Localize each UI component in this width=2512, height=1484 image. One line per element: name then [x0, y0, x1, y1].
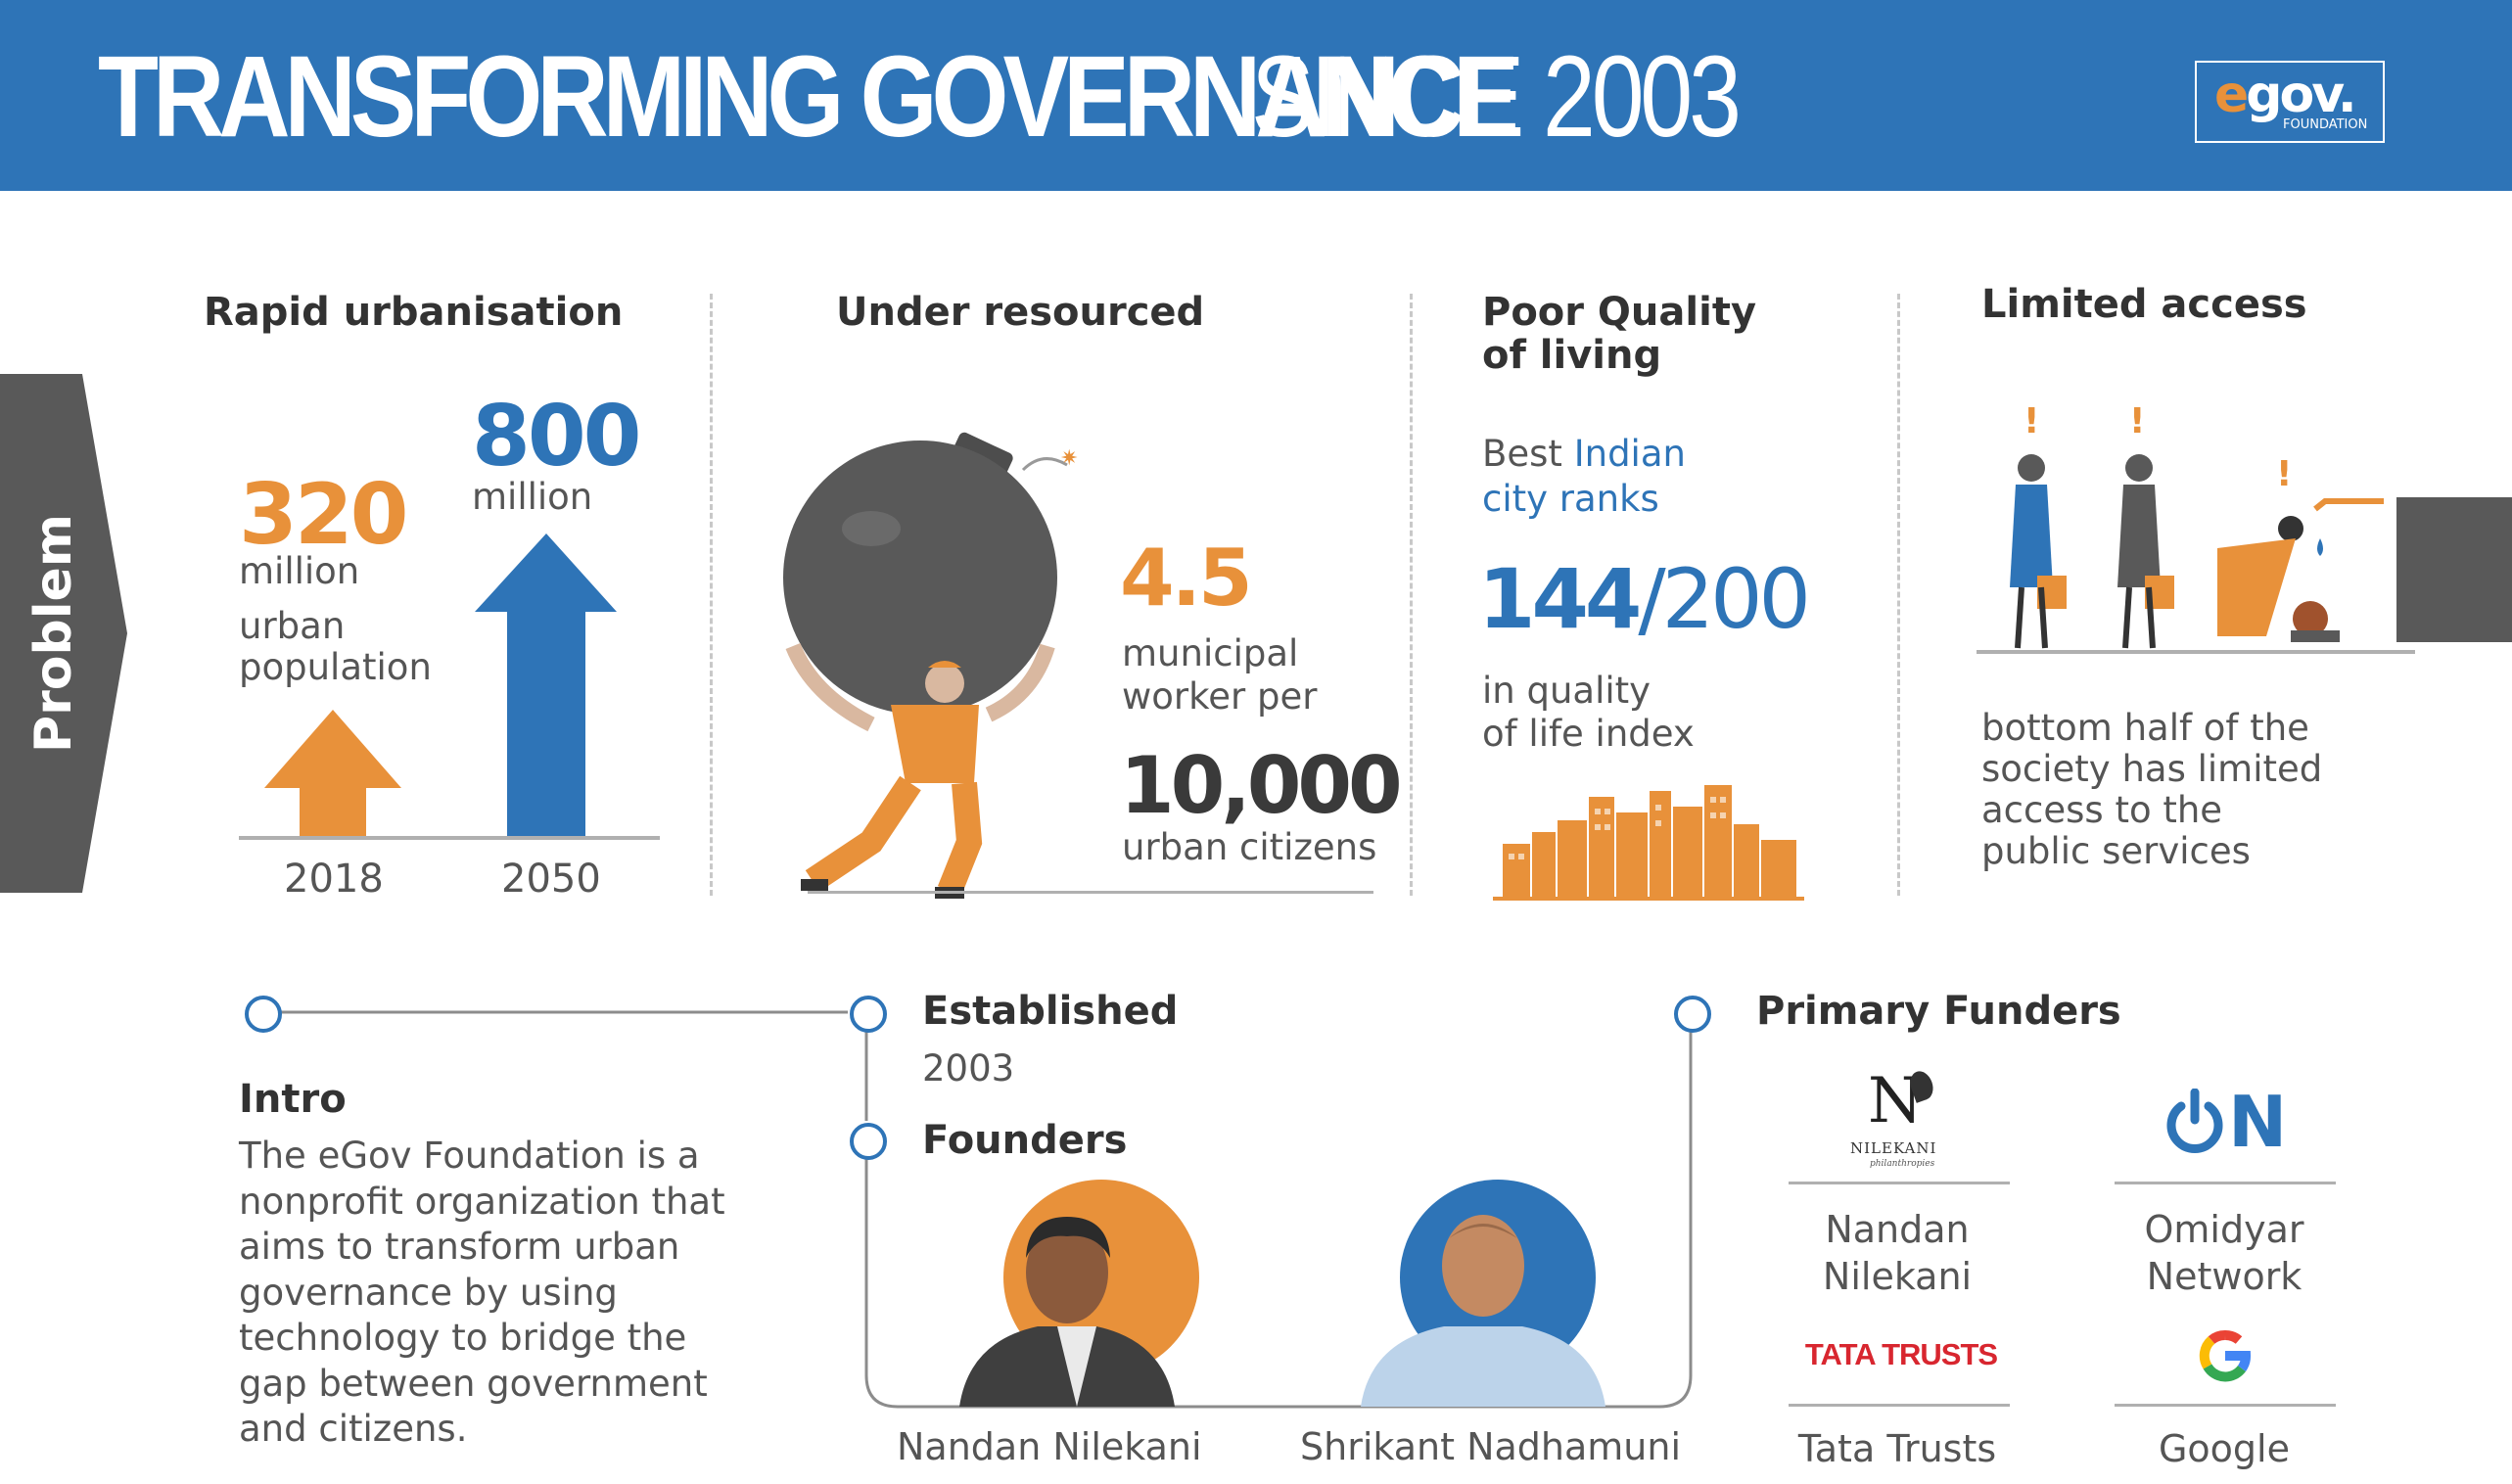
year-2018-label: 2018 [284, 857, 384, 902]
resourced-line3: urban citizens [1122, 826, 1377, 868]
page-title-light: SINCE 2003 [1251, 32, 1742, 162]
timeline-node-founders [850, 1123, 887, 1160]
google-g-icon [2199, 1330, 2251, 1382]
founder-photo-nadhamuni [1361, 1180, 1605, 1407]
funder-google-name: Google [2158, 1427, 2290, 1470]
worker-bomb-icon: ✷ [783, 432, 1078, 899]
power-icon [2166, 1089, 2223, 1153]
funder-nilekani-name: Nandan Nilekani [1822, 1208, 1973, 1298]
section-divider-1 [710, 294, 713, 896]
egov-logo-text: egov. [2214, 66, 2357, 124]
quality-title-line1: Poor Quality [1482, 290, 1757, 335]
founder-name-2: Shrikant Nadhamuni [1300, 1425, 1682, 1468]
svg-text:!: ! [2129, 401, 2145, 441]
funders-title: Primary Funders [1756, 989, 2121, 1034]
resourced-value2: 10,000 [1120, 740, 1403, 831]
nilekani-philanthropies-logo: N NILEKANI philanthropies [1840, 1067, 1977, 1175]
quality-rank: 144/200 [1478, 551, 1811, 647]
intro-line: governance by using [239, 1271, 618, 1314]
tata-trusts-logo: TATA TRUSTS [1804, 1337, 1998, 1371]
problem-tab-shape [0, 374, 127, 893]
quality-best-line2: city ranks [1482, 478, 1659, 520]
access-desc-line4: public services [1981, 830, 2251, 872]
quality-best-line1: Best Indian [1482, 433, 1686, 475]
intro-line: and citizens. [239, 1408, 468, 1450]
year-2050-label: 2050 [501, 857, 601, 902]
established-title: Established [922, 989, 1179, 1034]
access-desc-line2: society has limited [1981, 748, 2323, 790]
timeline-node-established [850, 996, 887, 1033]
timeline-node-intro [245, 996, 282, 1033]
urbanisation-2050-value: 800 [472, 388, 642, 486]
city-skyline-icon [1493, 785, 1804, 901]
resourced-value: 4.5 [1120, 533, 1253, 624]
resourced-title: Under resourced [836, 290, 1205, 335]
problem-tab: Problem [0, 374, 108, 893]
urbanisation-desc-line2: population [239, 646, 432, 688]
intro-line: aims to transform urban [239, 1226, 680, 1268]
page-title-bold: TRANSFORMING GOVERNANCE [98, 32, 1519, 162]
founder-name-1: Nandan Nilekani [897, 1425, 1202, 1468]
intro-line: gap between government [239, 1362, 708, 1405]
urbanisation-2018-unit: million [239, 550, 360, 592]
water-queue-illustration: ! ! ! [1977, 401, 2512, 654]
section-divider-3 [1897, 294, 1900, 896]
funder-tata-name: Tata Trusts [1797, 1427, 1997, 1470]
omidyar-logo: N [2163, 1083, 2291, 1161]
svg-text:✷: ✷ [1060, 446, 1078, 471]
urbanisation-2050-unit: million [472, 476, 593, 518]
funder-omidyar-name: Omidyar Network [2144, 1208, 2304, 1298]
urbanisation-title: Rapid urbanisation [204, 290, 624, 335]
urbanisation-2018-value: 320 [239, 466, 409, 564]
established-year: 2003 [922, 1047, 1015, 1090]
intro-title: Intro [239, 1077, 347, 1122]
intro-line: The eGov Foundation is a [239, 1135, 700, 1177]
intro-line: nonprofit organization that [239, 1180, 725, 1223]
svg-text:!: ! [2024, 401, 2039, 441]
urbanisation-arrows [239, 533, 660, 840]
funder-divider [2115, 1404, 2336, 1407]
intro-text: The eGov Foundation is a nonprofit organ… [239, 1134, 725, 1453]
quality-title-line2: of living [1482, 333, 1662, 378]
arrow-2018-icon [264, 710, 401, 837]
urbanisation-desc-line1: urban [239, 605, 346, 647]
intro-line: technology to bridge the [239, 1317, 687, 1359]
egov-logo[interactable]: egov. FOUNDATION [2195, 61, 2385, 143]
nilekani-logo-sub: philanthropies [1870, 1159, 1935, 1169]
timeline-node-funders [1674, 996, 1711, 1033]
quality-index-line1: in quality [1482, 670, 1651, 712]
funder-divider [1789, 1404, 2010, 1407]
arrow-2050-icon [475, 533, 617, 837]
founders-title: Founders [922, 1118, 1128, 1163]
access-title: Limited access [1981, 282, 2307, 327]
access-desc-line1: bottom half of the [1981, 707, 2309, 749]
quality-index-line2: of life index [1482, 713, 1695, 755]
resourced-line1: municipal [1122, 632, 1299, 674]
funder-divider [1789, 1182, 2010, 1184]
access-desc-line3: access to the [1981, 789, 2223, 831]
problem-tab-label: Problem [24, 514, 83, 753]
egov-logo-subtitle: FOUNDATION [2283, 117, 2368, 132]
founder-photo-nilekani [959, 1180, 1199, 1407]
resourced-line2: worker per [1122, 675, 1318, 718]
svg-text:!: ! [2276, 454, 2292, 494]
header-bar [0, 0, 2512, 191]
timeline-connectors [264, 1010, 1693, 1409]
omidyar-n-icon: N [2228, 1081, 2288, 1163]
section-divider-2 [1410, 294, 1413, 896]
resourced-baseline [808, 891, 1373, 894]
funder-divider [2115, 1182, 2336, 1184]
nilekani-logo-text: NILEKANI [1850, 1139, 1937, 1157]
